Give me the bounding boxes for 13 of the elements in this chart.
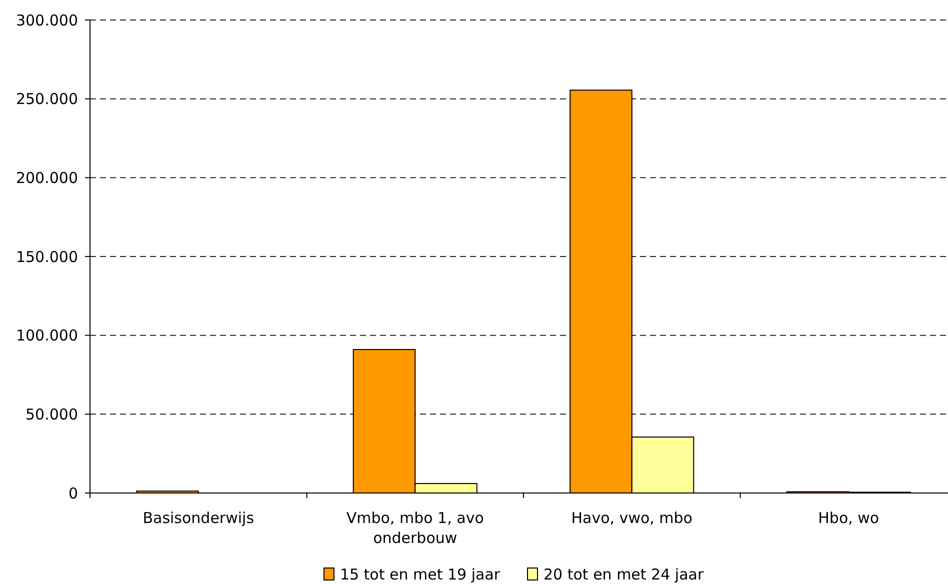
x-tick-label: Hbo, wo [818,509,880,527]
y-tick-label: 0 [68,484,78,502]
x-tick-label: Vmbo, mbo 1, avo onderbouw [346,509,484,547]
y-tick-label: 250.000 [16,90,78,108]
x-tick-label: Havo, vwo, mbo [571,509,692,527]
y-tick-label: 300.000 [16,11,78,30]
legend-label: 20 tot en met 24 jaar [544,565,704,584]
y-tick-label: 50.000 [26,405,78,424]
y-tick-label: 200.000 [16,168,78,187]
y-tick-label: 100.000 [16,326,78,345]
legend-label: 15 tot en met 19 jaar [340,565,501,584]
y-tick-label: 150.000 [16,248,78,266]
x-tick-label: Basisonderwijs [142,509,254,527]
